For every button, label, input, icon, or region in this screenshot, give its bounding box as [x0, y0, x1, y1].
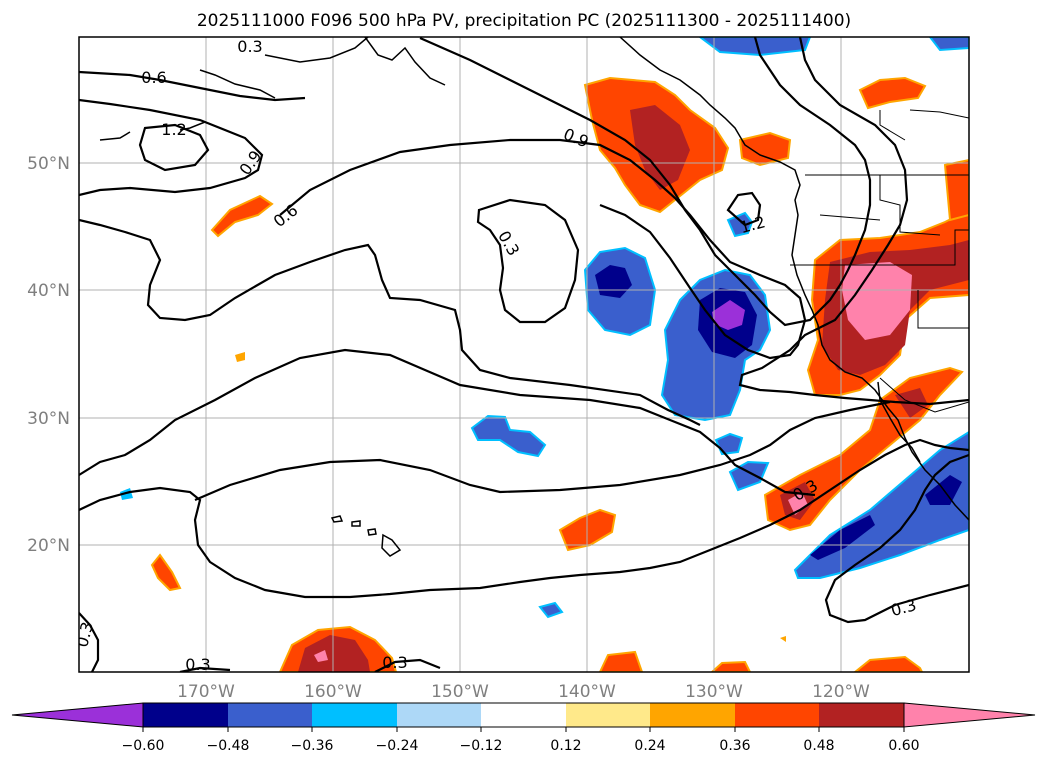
colorbar-tick-label: −0.60: [122, 738, 165, 754]
map-frame: [78, 36, 970, 673]
lon-tick-label: 120°W: [812, 682, 870, 702]
positive-precip-shading: [150, 76, 969, 672]
colorbar-bin: [397, 703, 481, 727]
colorbar-bin: [566, 703, 650, 727]
colorbar-tick-label: 0.24: [634, 738, 665, 754]
colorbar-tick-label: −0.24: [376, 738, 419, 754]
colorbar-extend-low: [11, 702, 144, 728]
lon-tick-label: 130°W: [685, 682, 743, 702]
colorbar-tick-label: 0.36: [719, 738, 750, 754]
colorbar: −0.60 −0.48 −0.36 −0.24 −0.12 0.12 0.24 …: [11, 702, 1036, 754]
colorbar-bin: [819, 703, 904, 727]
colorbar-bin: [228, 703, 312, 727]
lat-tick-label: 20°N: [27, 536, 70, 556]
lat-tick-label: 30°N: [27, 409, 70, 429]
political-borders: [790, 109, 969, 413]
colorbar-bin: [735, 703, 819, 727]
colorbar-bin: [312, 703, 397, 727]
longitude-tick-labels: 170°W 160°W 150°W 140°W 130°W 120°W: [177, 682, 870, 702]
colorbar-bin: [143, 703, 228, 727]
colorbar-extend-high: [903, 702, 1036, 728]
contour-label: 0.3: [382, 653, 407, 672]
pv-contours: [79, 37, 969, 672]
colorbar-tick-label: 0.60: [888, 738, 919, 754]
colorbar-tick-label: −0.12: [460, 738, 503, 754]
contour-label: 0.3: [185, 655, 210, 674]
latitude-tick-labels: 50°N 40°N 30°N 20°N: [27, 154, 70, 556]
colorbar-bin: [481, 703, 566, 727]
lon-tick-label: 170°W: [177, 682, 235, 702]
colorbar-bin: [650, 703, 735, 727]
colorbar-tick-label: 0.48: [803, 738, 834, 754]
map-panel: 0.3 0.6 1.2 0.9 0.6 0.9 0.3 1.2 0.3 0.3 …: [79, 37, 969, 674]
colorbar-tick-label: 0.12: [550, 738, 581, 754]
lat-tick-label: 50°N: [27, 154, 70, 174]
lon-tick-label: 160°W: [304, 682, 362, 702]
colorbar-tick-label: −0.36: [291, 738, 334, 754]
figure-title: 2025111000 F096 500 hPa PV, precipitatio…: [197, 11, 851, 31]
contour-label: 0.6: [141, 68, 166, 87]
lat-tick-label: 40°N: [27, 281, 70, 301]
lon-tick-label: 150°W: [431, 682, 489, 702]
lon-tick-label: 140°W: [558, 682, 616, 702]
colorbar-tick-label: −0.48: [207, 738, 250, 754]
contour-label: 0.3: [237, 37, 262, 56]
contour-label: 1.2: [161, 120, 186, 139]
